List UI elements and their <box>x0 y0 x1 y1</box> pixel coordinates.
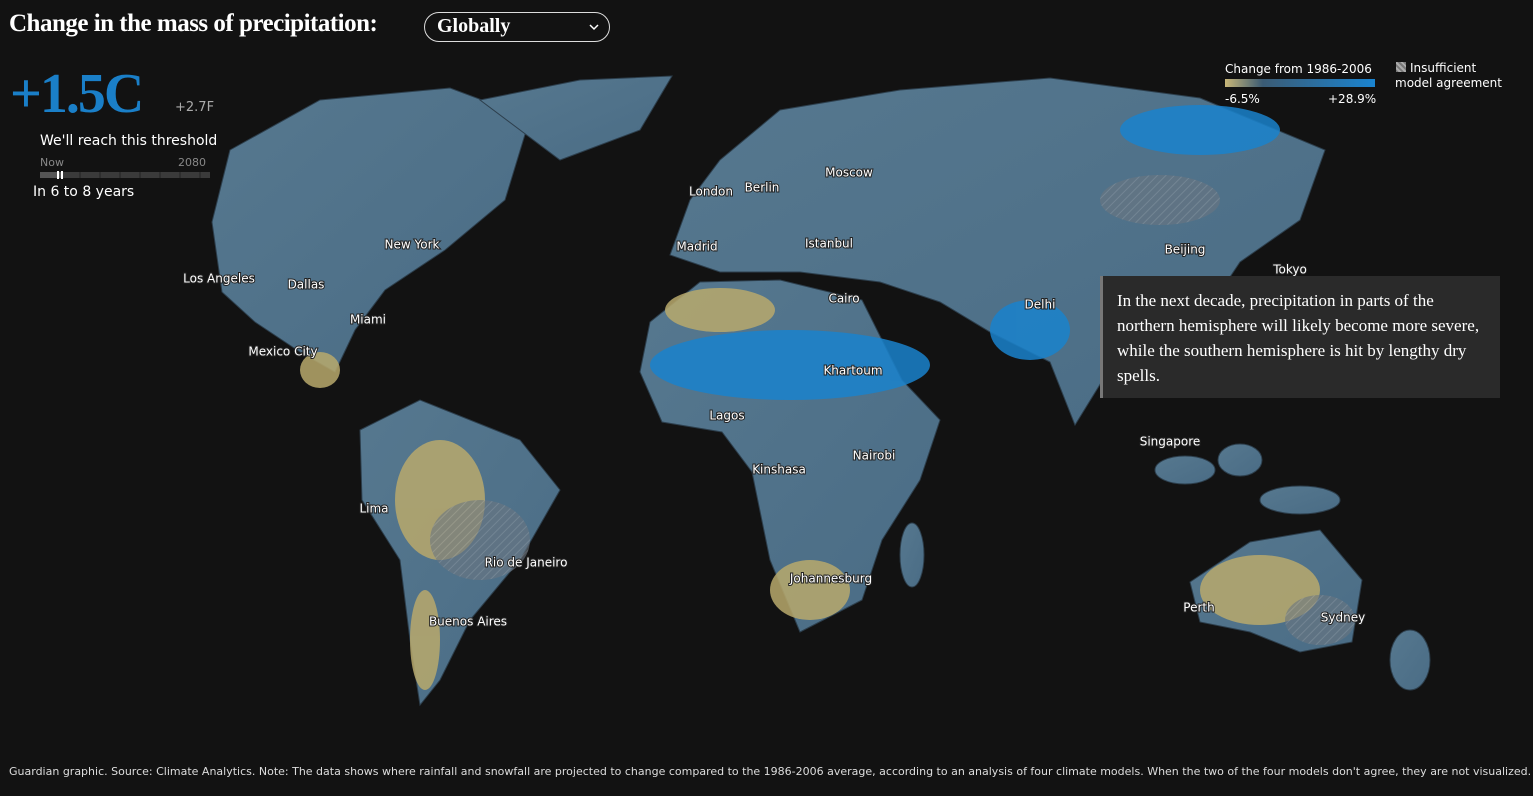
legend-gradient <box>1225 79 1375 87</box>
scale-start: Now <box>40 156 64 169</box>
city-label: Tokyo <box>1272 263 1307 277</box>
city-label: Delhi <box>1025 298 1056 312</box>
city-label: Moscow <box>825 166 873 180</box>
threshold-fahrenheit: +2.7F <box>175 100 215 115</box>
wet-areas <box>650 105 1280 400</box>
city-label: Mexico City <box>248 345 317 359</box>
city-label: Istanbul <box>805 237 853 251</box>
city-label: Berlin <box>745 181 780 195</box>
city-label: Singapore <box>1140 435 1201 449</box>
city-label: Kinshasa <box>752 463 806 477</box>
region-dropdown[interactable]: Globally <box>424 12 610 42</box>
dropdown-value: Globally <box>437 15 511 37</box>
city-label: Cairo <box>828 292 859 306</box>
legend-title: Change from 1986-2006 <box>1225 62 1372 76</box>
city-label: Rio de Janeiro <box>485 556 568 570</box>
threshold-timing: In 6 to 8 years <box>33 184 135 200</box>
footer: Guardian graphic. Source: Climate Analyt… <box>9 765 1532 778</box>
chevron <box>589 24 599 31</box>
city-label: Miami <box>350 313 386 327</box>
title: Change in the mass of precipitation: <box>9 10 378 37</box>
time-slider <box>40 171 210 179</box>
city-label: Los Angeles <box>183 272 255 286</box>
hatch-label: Insufficient model agreement <box>1395 61 1502 90</box>
hatch-swatch <box>1396 62 1406 72</box>
city-label: London <box>689 185 733 199</box>
city-label: Lima <box>359 502 388 516</box>
city-label: Buenos Aires <box>429 615 507 629</box>
threshold-caption: We'll reach this threshold <box>40 133 218 149</box>
city-label: New York <box>385 238 440 252</box>
city-label: Lagos <box>709 409 744 423</box>
threshold-celsius: +1.5C <box>10 63 144 125</box>
city-label: Perth <box>1183 601 1214 615</box>
city-label: Nairobi <box>853 449 896 463</box>
city-label: Khartoum <box>823 364 882 378</box>
city-label: Johannesburg <box>789 572 872 586</box>
legend-min: -6.5% <box>1225 92 1260 106</box>
scale-end: 2080 <box>178 156 206 169</box>
legend-max: +28.9% <box>1328 92 1377 106</box>
city-label: Madrid <box>676 240 717 254</box>
annotation: In the next decade, precipitation in par… <box>1100 276 1500 398</box>
city-label: Dallas <box>288 278 325 292</box>
city-label: Sydney <box>1321 611 1365 625</box>
city-label: Beijing <box>1165 243 1206 257</box>
hatched-areas <box>430 175 1355 645</box>
city-labels: Moscow London Berlin Madrid Istanbul New… <box>182 165 1366 630</box>
